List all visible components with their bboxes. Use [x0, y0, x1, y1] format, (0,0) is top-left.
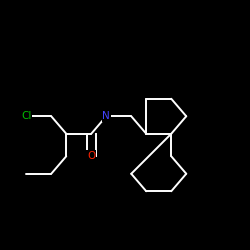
Text: O: O — [87, 151, 96, 161]
Text: N: N — [102, 111, 110, 121]
Text: Cl: Cl — [21, 111, 32, 121]
